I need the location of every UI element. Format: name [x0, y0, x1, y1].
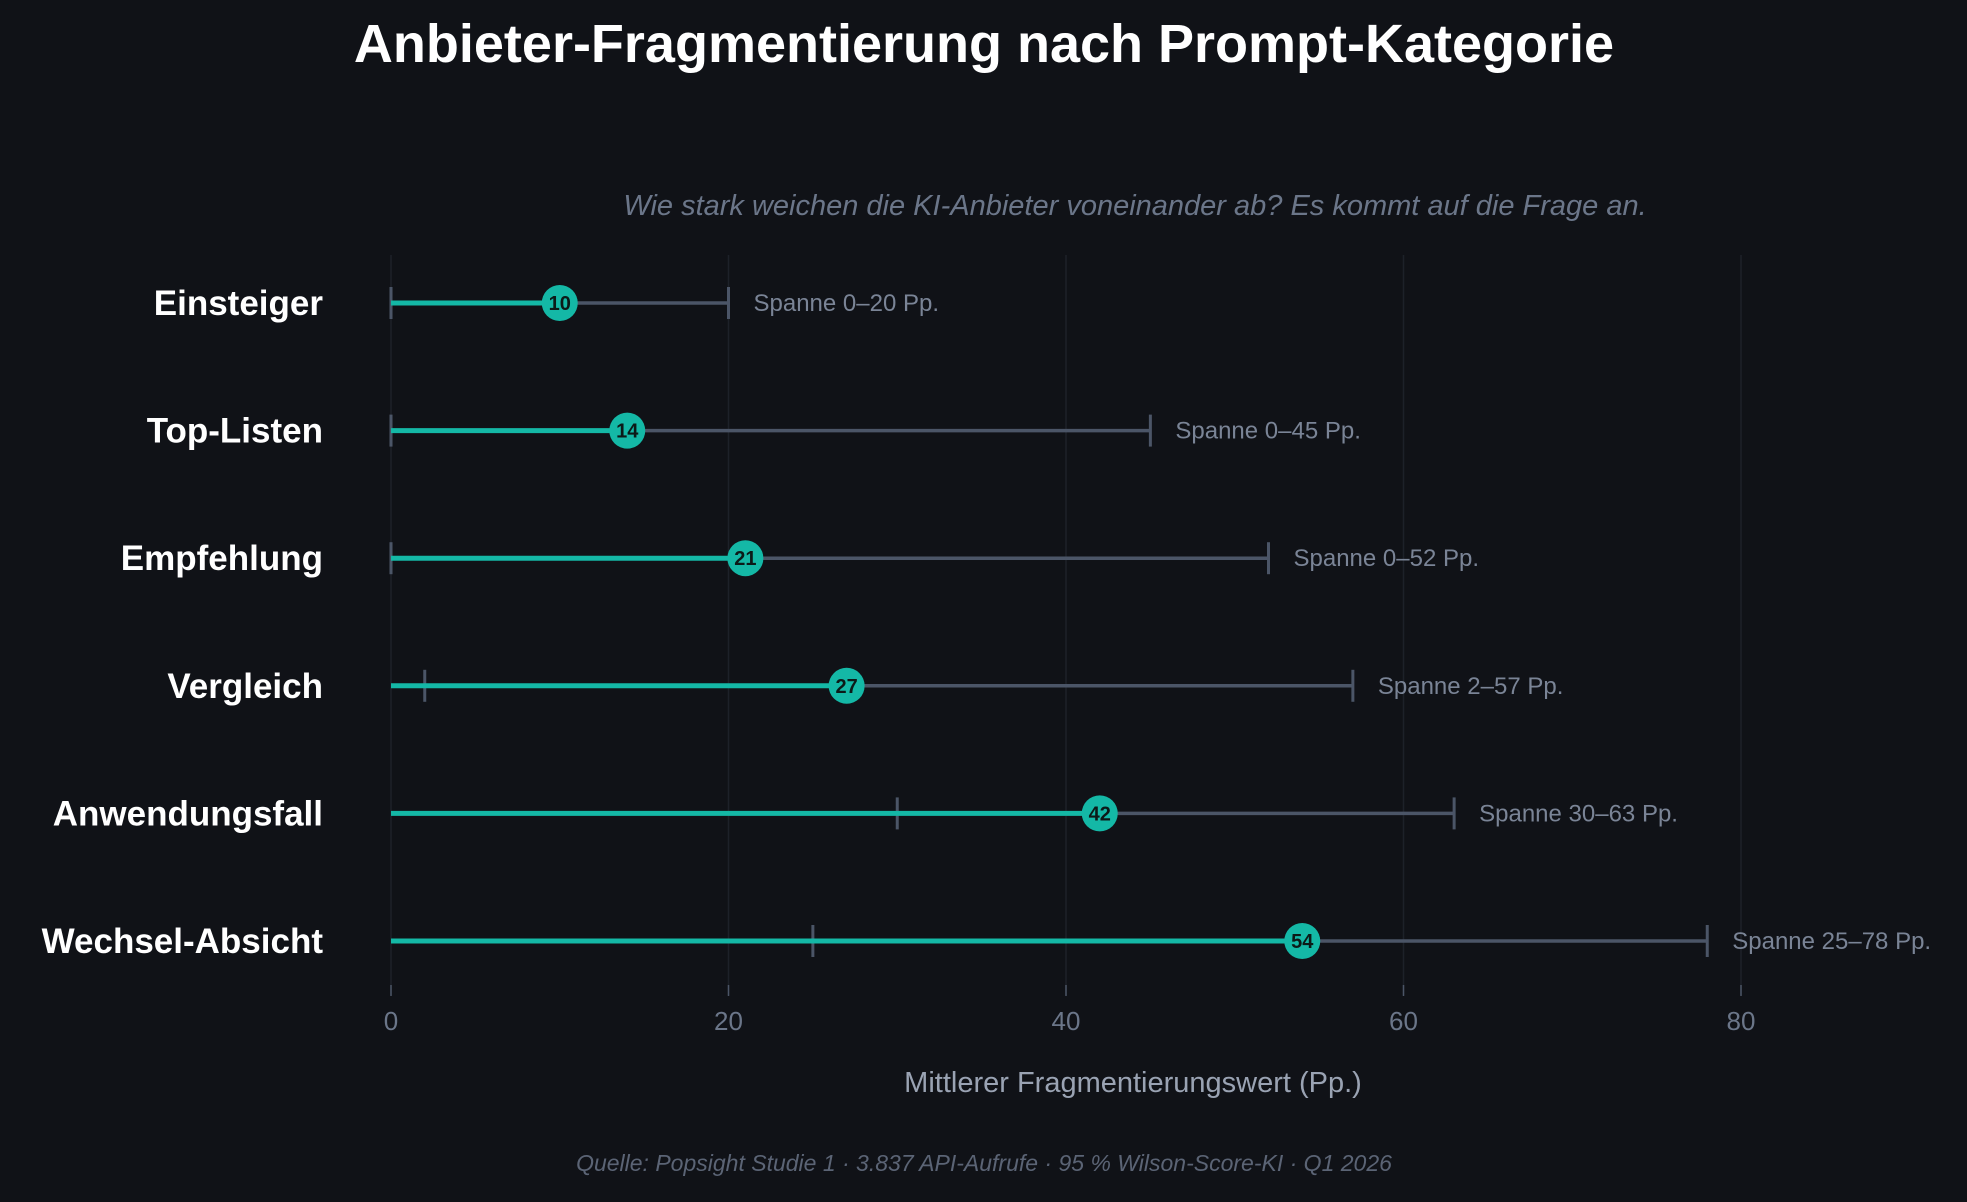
value-label: 14: [616, 421, 639, 443]
value-label: 42: [1089, 803, 1111, 825]
x-tick-labels: 0 20 40 60 80: [384, 1006, 1756, 1036]
source-note: Quelle: Popsight Studie 1 · 3.837 API-Au…: [576, 1150, 1392, 1176]
value-dots: 10 14 21 27 42 54: [541, 285, 1321, 959]
range-label: Spanne 0–20 Pp.: [754, 290, 940, 317]
category-label: Vergleich: [167, 667, 323, 706]
chart-title: Anbieter-Fragmentierung nach Prompt-Kate…: [354, 14, 1614, 74]
x-tick-label: 80: [1727, 1006, 1756, 1036]
x-tick-label: 40: [1052, 1006, 1081, 1036]
x-tick-label: 0: [384, 1006, 398, 1036]
value-dot: [727, 540, 764, 577]
range-label: Spanne 0–45 Pp.: [1175, 418, 1361, 445]
chart-subtitle: Wie stark weichen die KI-Anbieter vonein…: [623, 190, 1646, 222]
value-dot: [1081, 795, 1118, 832]
value-label: 21: [734, 548, 756, 570]
range-label: Spanne 2–57 Pp.: [1378, 673, 1564, 700]
x-axis-label: Mittlerer Fragmentierungswert (Pp.): [904, 1067, 1362, 1099]
grid-lines: [390, 255, 1742, 996]
range-label: Spanne 30–63 Pp.: [1479, 800, 1678, 827]
value-dot: [541, 285, 578, 321]
category-label: Empfehlung: [121, 539, 323, 578]
range-label: Spanne 25–78 Pp.: [1732, 928, 1931, 955]
value-label: 10: [549, 293, 571, 315]
category-labels: Einsteiger Top-Listen Empfehlung Vergleich A…: [42, 284, 324, 961]
x-tick-label: 20: [714, 1006, 743, 1036]
value-dot: [828, 667, 865, 704]
value-dot: [609, 412, 646, 449]
range-label: Spanne 0–52 Pp.: [1294, 545, 1480, 572]
category-label: Wechsel-Absicht: [42, 922, 324, 961]
category-label: Einsteiger: [154, 284, 324, 323]
value-dot: [1284, 923, 1321, 959]
range-lines: Spanne 0–20 Pp. Spanne 0–45 Pp. Spanne 0–5…: [389, 287, 1931, 957]
category-label: Top-Listen: [147, 412, 323, 451]
value-label: 27: [836, 676, 858, 698]
x-tick-label: 60: [1389, 1006, 1418, 1036]
category-label: Anwendungsfall: [53, 794, 323, 833]
value-label: 54: [1291, 931, 1314, 953]
